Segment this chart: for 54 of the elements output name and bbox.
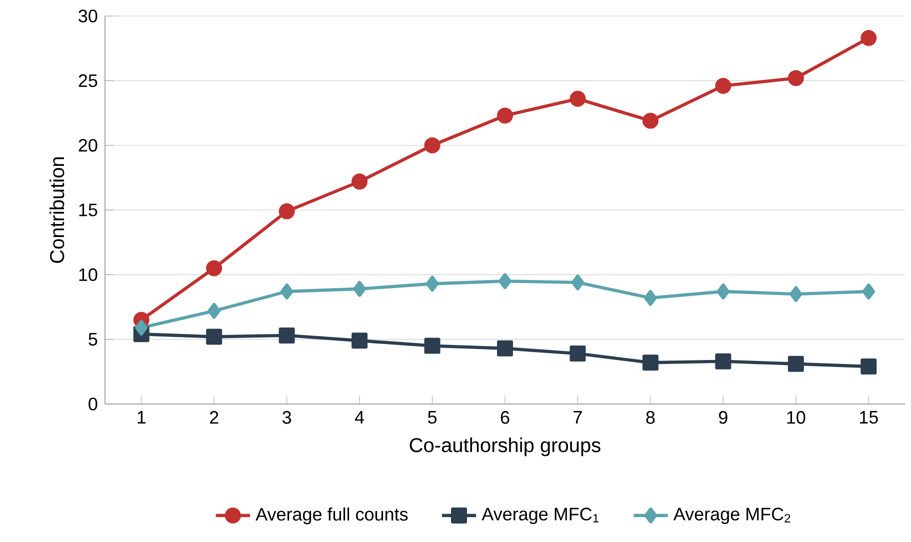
point	[716, 283, 730, 300]
point	[353, 280, 366, 297]
x-tick-label: 2	[210, 411, 218, 424]
y-tick-label: 20	[78, 138, 98, 152]
y-tick-label: 30	[78, 10, 98, 22]
point	[280, 283, 294, 300]
point	[860, 30, 877, 46]
legend-label: Average full counts	[256, 507, 408, 524]
point	[715, 78, 732, 94]
point	[278, 327, 295, 344]
x-tick-label: 10	[787, 411, 806, 424]
point	[352, 332, 368, 349]
point	[497, 108, 513, 124]
y-tick-label: 5	[88, 333, 98, 346]
point	[790, 286, 802, 302]
point	[644, 290, 657, 306]
point	[860, 358, 877, 374]
point	[571, 274, 584, 290]
point	[642, 354, 658, 371]
point	[424, 338, 440, 354]
x-tick-label: 15	[860, 411, 878, 424]
x-tick-label: 1	[138, 411, 146, 424]
point	[206, 260, 222, 276]
y-axis-title: Contribution	[49, 157, 64, 263]
y-tick-label: 0	[88, 398, 98, 410]
x-tick-label: 3	[282, 411, 292, 424]
x-tick-label: 9	[719, 411, 728, 424]
legend-label: Average MFC$_{1}$	[482, 508, 598, 524]
x-tick-label: 5	[428, 411, 437, 424]
point	[426, 276, 439, 292]
point	[715, 353, 732, 370]
x-tick-label: 4	[354, 411, 364, 424]
point	[352, 174, 368, 190]
point	[208, 302, 220, 319]
point	[498, 273, 512, 290]
x-tick-label: 8	[646, 411, 655, 424]
x-tick-label: 7	[574, 411, 582, 424]
legend-label: Average MFC$_{2}$	[673, 508, 790, 524]
point	[788, 356, 804, 372]
y-tick-label: 15	[79, 204, 98, 216]
point	[788, 70, 804, 86]
point	[570, 346, 586, 362]
y-tick-label: 10	[79, 268, 98, 282]
y-tick-label: 25	[78, 74, 98, 88]
point	[497, 340, 513, 356]
point	[570, 90, 586, 107]
point	[424, 137, 440, 154]
point	[278, 203, 295, 220]
point	[134, 320, 148, 336]
point	[206, 328, 222, 345]
point	[642, 112, 658, 129]
x-tick-label: 6	[500, 411, 510, 424]
point	[862, 283, 876, 300]
x-axis-title: Co-authorship groups	[410, 438, 600, 456]
